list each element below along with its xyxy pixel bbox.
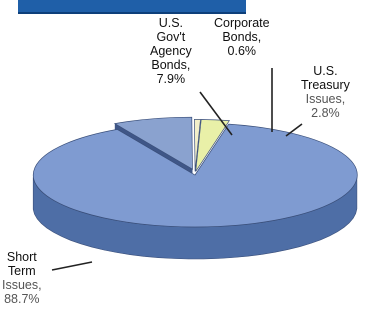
label-treasury: U.S. Treasury Issues, 2.8%	[301, 64, 350, 120]
label-short-line1: Short	[6, 250, 37, 264]
label-agency-line4: Bonds,	[151, 58, 191, 72]
pie-slice-2	[194, 119, 201, 172]
label-corporate: Corporate Bonds, 0.6%	[214, 16, 270, 58]
label-agency-line1: U.S.	[158, 16, 183, 30]
label-agency-line3: Agency	[150, 44, 192, 58]
label-corporate-line2: Bonds,	[222, 30, 262, 44]
label-short-line2: Term	[7, 264, 36, 278]
label-corporate-line1: Corporate	[214, 16, 270, 30]
pie-slice-1	[113, 116, 193, 170]
label-short-line3: Issues,	[2, 278, 42, 292]
leader-line-0	[199, 91, 233, 136]
leader-line-2	[285, 123, 303, 137]
pie-slice-0	[33, 123, 358, 228]
label-treasury-line3: Issues,	[305, 92, 346, 106]
label-corporate-value: 0.6%	[227, 44, 257, 58]
leader-line-3	[51, 261, 93, 271]
label-agency: U.S. Gov't Agency Bonds, 7.9%	[150, 16, 192, 86]
pie-slice-3	[195, 119, 231, 172]
label-agency-line2: Gov't	[156, 30, 186, 44]
label-treasury-value: 2.8%	[311, 106, 340, 120]
label-agency-value: 7.9%	[156, 72, 186, 86]
label-short-value: 88.7%	[4, 292, 40, 306]
title-bar	[18, 0, 246, 14]
label-treasury-line1: U.S.	[313, 64, 338, 78]
label-short-term: Short Term Issues, 88.7%	[2, 250, 42, 306]
label-treasury-line2: Treasury	[301, 78, 350, 92]
